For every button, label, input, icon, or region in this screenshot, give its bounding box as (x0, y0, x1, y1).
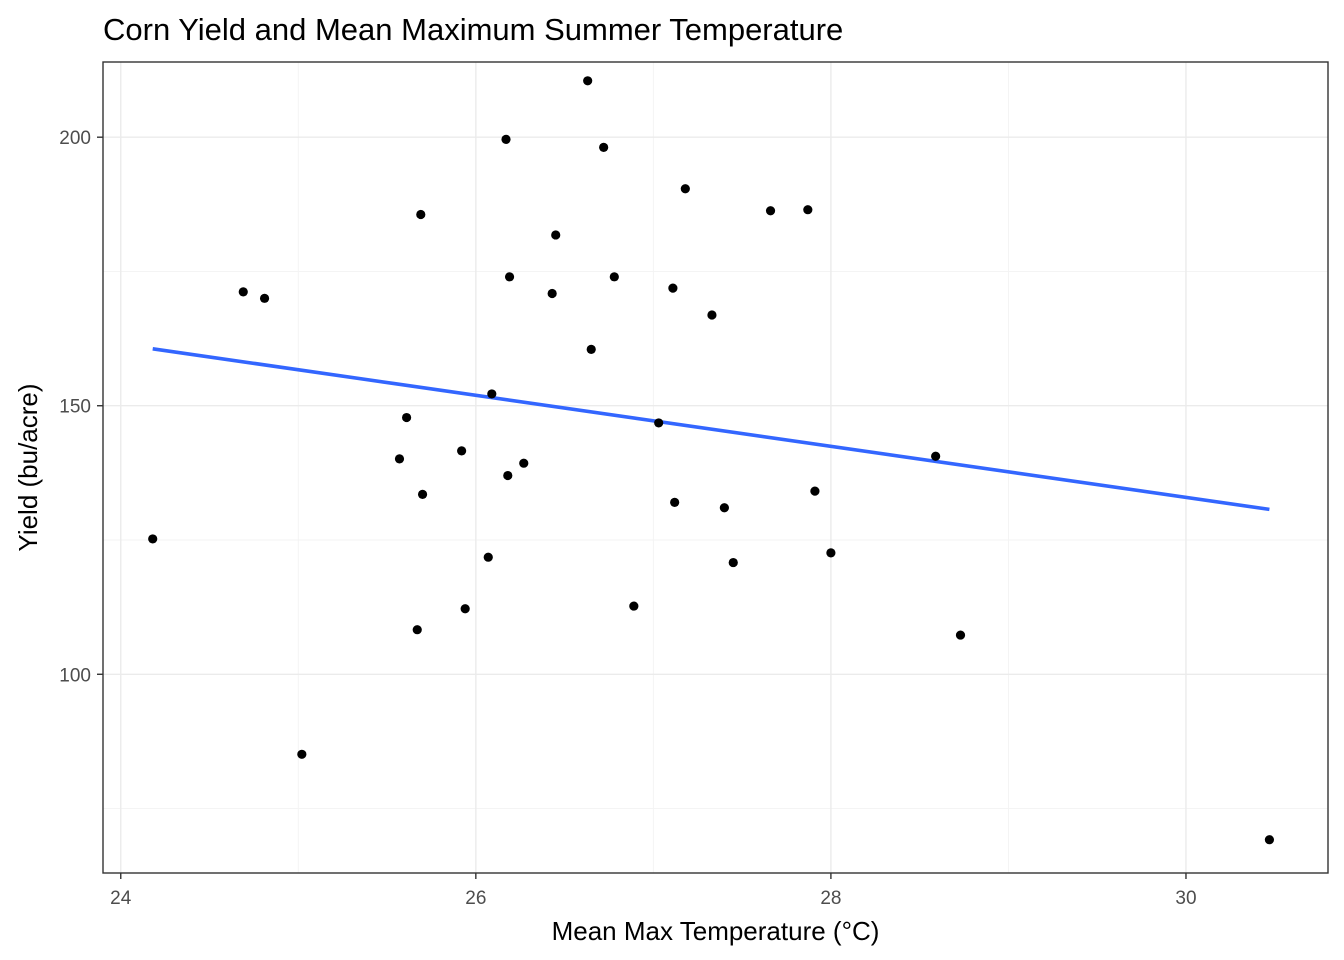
x-axis: 24 26 28 30 (110, 873, 1197, 909)
chart-title: Corn Yield and Mean Maximum Summer Tempe… (103, 12, 843, 47)
x-axis-title: Mean Max Temperature (°C) (552, 916, 880, 946)
data-point (416, 209, 426, 220)
data-point (412, 625, 422, 635)
data-point (629, 601, 639, 611)
data-point (931, 451, 941, 461)
data-points (148, 76, 1275, 845)
grid-lines (103, 62, 1328, 873)
trend-line (152, 347, 1270, 512)
data-point (586, 344, 596, 354)
data-point (810, 486, 820, 496)
data-point (259, 293, 270, 303)
trend-line-layer (152, 347, 1270, 512)
plot-panel-border (102, 61, 1329, 874)
data-point (670, 497, 680, 508)
data-point (503, 470, 513, 481)
data-point (401, 412, 412, 423)
y-axis: 100 150 200 (59, 128, 103, 686)
data-point (609, 272, 619, 282)
data-point (394, 454, 405, 464)
data-point (417, 489, 428, 499)
data-point (501, 134, 511, 144)
data-point (583, 76, 593, 86)
y-tick-label: 150 (59, 397, 91, 418)
data-point (1264, 835, 1275, 845)
data-point (551, 230, 561, 240)
data-point (504, 272, 515, 282)
y-tick-label: 100 (59, 665, 91, 686)
x-tick-label: 24 (110, 888, 132, 909)
data-point (487, 389, 497, 399)
data-point (519, 458, 529, 468)
data-point (719, 503, 729, 513)
y-tick-label: 200 (59, 128, 91, 149)
data-point (599, 142, 609, 152)
data-point (707, 310, 717, 320)
data-point (728, 557, 738, 568)
data-point (826, 548, 836, 558)
x-tick-label: 28 (820, 888, 841, 909)
x-tick-label: 26 (465, 888, 486, 909)
data-point (457, 446, 467, 456)
y-axis-title: Yield (bu/acre) (13, 383, 43, 551)
data-point (654, 418, 664, 428)
data-point (668, 283, 678, 293)
data-point (148, 534, 158, 544)
data-point (765, 206, 776, 216)
data-point (297, 749, 307, 759)
data-point (803, 205, 813, 215)
data-point (547, 288, 557, 299)
data-point (680, 184, 690, 194)
data-point (238, 287, 248, 297)
data-point (460, 604, 470, 614)
data-point (955, 630, 966, 640)
x-tick-label: 30 (1175, 888, 1196, 909)
data-point (483, 552, 493, 562)
